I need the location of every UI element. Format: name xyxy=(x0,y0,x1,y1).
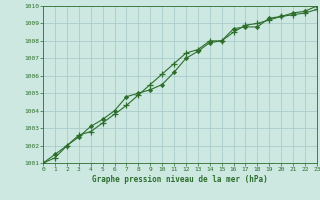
X-axis label: Graphe pression niveau de la mer (hPa): Graphe pression niveau de la mer (hPa) xyxy=(92,175,268,184)
